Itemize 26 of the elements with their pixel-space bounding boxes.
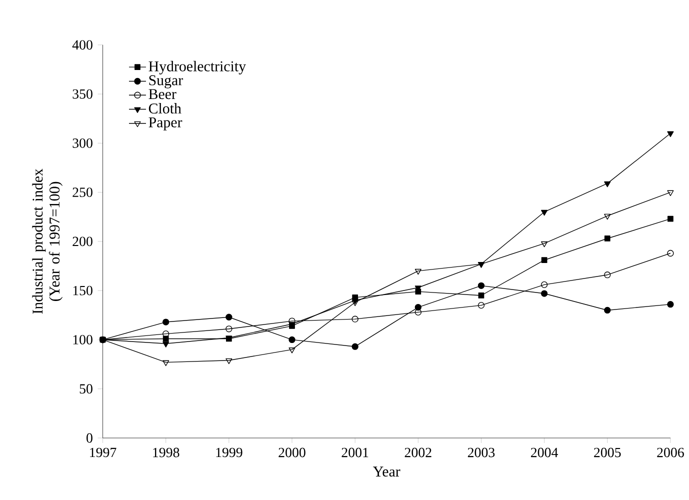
x-tick-label: 2004 — [530, 448, 558, 458]
y-tick-label: 300 — [72, 138, 92, 148]
y-tick-label: 150 — [73, 286, 92, 296]
legend-label: Sugar — [149, 75, 183, 88]
x-tick-label: 2003 — [468, 448, 495, 458]
legend-label: Beer — [148, 89, 176, 100]
x-tick-label: 1999 — [216, 448, 242, 458]
x-axis-title: Year — [373, 466, 400, 477]
x-tick-label: 1998 — [153, 448, 180, 458]
y-tick-label: 0 — [86, 433, 92, 443]
legend-label: Cloth — [148, 103, 182, 114]
x-tick-label: 2002 — [404, 448, 432, 458]
y-tick-label: 50 — [80, 384, 92, 394]
x-tick-label: 2006 — [657, 448, 684, 458]
x-tick-label: 2005 — [594, 448, 621, 458]
y-tick-label: 200 — [72, 236, 92, 246]
x-tick-label: 1997 — [90, 448, 116, 458]
y-tick-label: 350 — [72, 89, 92, 99]
x-tick-label: 2000 — [278, 448, 306, 458]
y-tick-label: 400 — [72, 40, 92, 50]
legend-label: Paper — [148, 118, 182, 130]
legend-label: Hydroelectricity — [148, 60, 246, 74]
y-tick-label: 250 — [72, 188, 92, 198]
y-tick-label: 100 — [73, 335, 92, 344]
y-axis-title: Industrial product index (Year of 1997=100) — [32, 168, 63, 314]
x-tick-label: 2001 — [342, 448, 368, 458]
